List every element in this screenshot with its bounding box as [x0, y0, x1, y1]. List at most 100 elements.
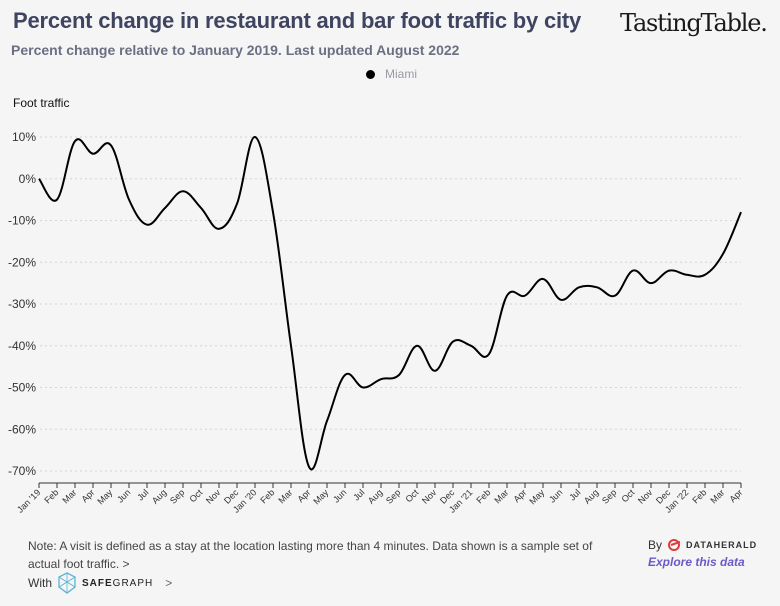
data-point[interactable] — [468, 343, 474, 349]
data-point[interactable] — [234, 201, 240, 207]
y-tick-label: 10% — [12, 130, 36, 144]
data-point[interactable] — [126, 197, 132, 203]
data-point[interactable] — [342, 372, 348, 378]
x-tick-label: Mar — [492, 487, 510, 505]
data-point[interactable] — [576, 284, 582, 290]
x-tick-label: Apr — [79, 487, 96, 504]
data-point[interactable] — [36, 176, 42, 182]
data-point[interactable] — [486, 351, 492, 357]
data-point[interactable] — [684, 272, 690, 278]
x-tick-label: Sep — [600, 487, 618, 505]
data-point[interactable] — [216, 226, 222, 232]
x-tick-label: Mar — [60, 487, 78, 505]
data-point[interactable] — [540, 276, 546, 282]
data-point[interactable] — [252, 134, 258, 140]
data-point[interactable] — [594, 284, 600, 290]
data-point[interactable] — [72, 138, 78, 144]
data-point[interactable] — [558, 297, 564, 303]
x-tick-label: Aug — [150, 487, 168, 505]
data-point[interactable] — [90, 151, 96, 157]
data-point[interactable] — [324, 418, 330, 424]
x-tick-label: Jul — [351, 487, 366, 502]
x-tick-label: May — [95, 487, 114, 506]
x-tick-label: Apr — [727, 487, 744, 504]
x-tick-label: Nov — [204, 487, 223, 506]
with-label: With — [28, 576, 52, 590]
x-tick-label: Mar — [708, 487, 726, 505]
data-point[interactable] — [720, 251, 726, 257]
data-point[interactable] — [288, 343, 294, 349]
data-point[interactable] — [144, 222, 150, 228]
data-point[interactable] — [396, 372, 402, 378]
data-point[interactable] — [612, 293, 618, 299]
x-tick-label: Jul — [567, 487, 582, 502]
series-line-miami[interactable] — [38, 135, 742, 471]
data-point[interactable] — [54, 197, 60, 203]
x-tick-label: Jan '19 — [15, 487, 42, 514]
y-tick-label: -10% — [8, 214, 36, 228]
x-tick-label: Feb — [474, 487, 492, 505]
line-chart: 10% 0% -10% -20% -30% -40% -50% -60% -70% Jan '1… — [8, 130, 744, 515]
x-tick-label: Apr — [295, 487, 312, 504]
data-point[interactable] — [360, 385, 366, 391]
chart-subtitle: Percent change relative to January 2019.… — [11, 42, 460, 58]
data-point[interactable] — [306, 464, 312, 470]
data-point[interactable] — [702, 272, 708, 278]
data-point[interactable] — [270, 209, 276, 215]
safegraph-attribution[interactable]: With SAFEGRAPH > — [28, 572, 172, 594]
data-point[interactable] — [414, 343, 420, 349]
footnote-text: Note: A visit is defined as a stay at th… — [28, 539, 593, 571]
x-tick-label: Jun — [331, 487, 348, 504]
x-tick-label: Aug — [366, 487, 384, 505]
by-label: By — [648, 538, 663, 552]
data-point[interactable] — [738, 209, 744, 215]
x-tick-label: Oct — [619, 487, 636, 504]
series-lines — [36, 134, 744, 471]
safegraph-wordmark: SAFEGRAPH — [82, 577, 154, 589]
data-point[interactable] — [162, 205, 168, 211]
safegraph-chevron-icon[interactable]: > — [165, 576, 173, 590]
data-point[interactable] — [666, 268, 672, 274]
x-tick-label: May — [527, 487, 546, 506]
y-axis-title: Foot traffic — [13, 96, 70, 110]
tasting-table-logo: TastingTable. — [620, 9, 768, 37]
x-tick-label: Jul — [135, 487, 150, 502]
y-tick-label: 0% — [19, 172, 37, 186]
y-tick-label: -40% — [8, 339, 36, 353]
data-point[interactable] — [432, 368, 438, 374]
explore-data-link[interactable]: Explore this data — [648, 555, 745, 569]
data-point[interactable] — [198, 205, 204, 211]
x-tick-label: Jun — [115, 487, 132, 504]
x-tick-label: Nov — [420, 487, 439, 506]
y-tick-label: -30% — [8, 297, 36, 311]
x-tick-label: Oct — [403, 487, 420, 504]
x-tick-label: Feb — [690, 487, 708, 505]
x-tick-label: Jun — [547, 487, 564, 504]
data-point[interactable] — [648, 280, 654, 286]
y-tick-label: -60% — [8, 422, 36, 436]
legend[interactable]: Miami — [366, 67, 417, 81]
data-point[interactable] — [630, 268, 636, 274]
x-tick-label: Sep — [168, 487, 186, 505]
data-point[interactable] — [378, 376, 384, 382]
dataherald-wordmark: DATAHERALD — [686, 540, 758, 550]
x-tick-label: Aug — [582, 487, 600, 505]
legend-marker-icon — [366, 69, 375, 79]
x-tick-label: Feb — [42, 487, 60, 505]
y-axis-ticks: 10% 0% -10% -20% -30% -40% -50% -60% -70% — [8, 130, 36, 478]
data-point[interactable] — [450, 339, 456, 345]
chart-title: Percent change in restaurant and bar foo… — [13, 8, 582, 33]
dataherald-logo-icon — [668, 539, 681, 551]
data-point[interactable] — [504, 293, 510, 299]
data-point[interactable] — [522, 293, 528, 299]
y-tick-label: -50% — [8, 381, 36, 395]
footnote-chevron[interactable]: > — [122, 557, 130, 571]
data-point[interactable] — [108, 142, 114, 148]
x-tick-label: Mar — [276, 487, 294, 505]
gridlines — [40, 136, 741, 472]
x-tick-label: Sep — [384, 487, 402, 505]
y-tick-label: -70% — [8, 464, 36, 478]
y-tick-label: -20% — [8, 255, 36, 269]
data-point[interactable] — [180, 188, 186, 194]
